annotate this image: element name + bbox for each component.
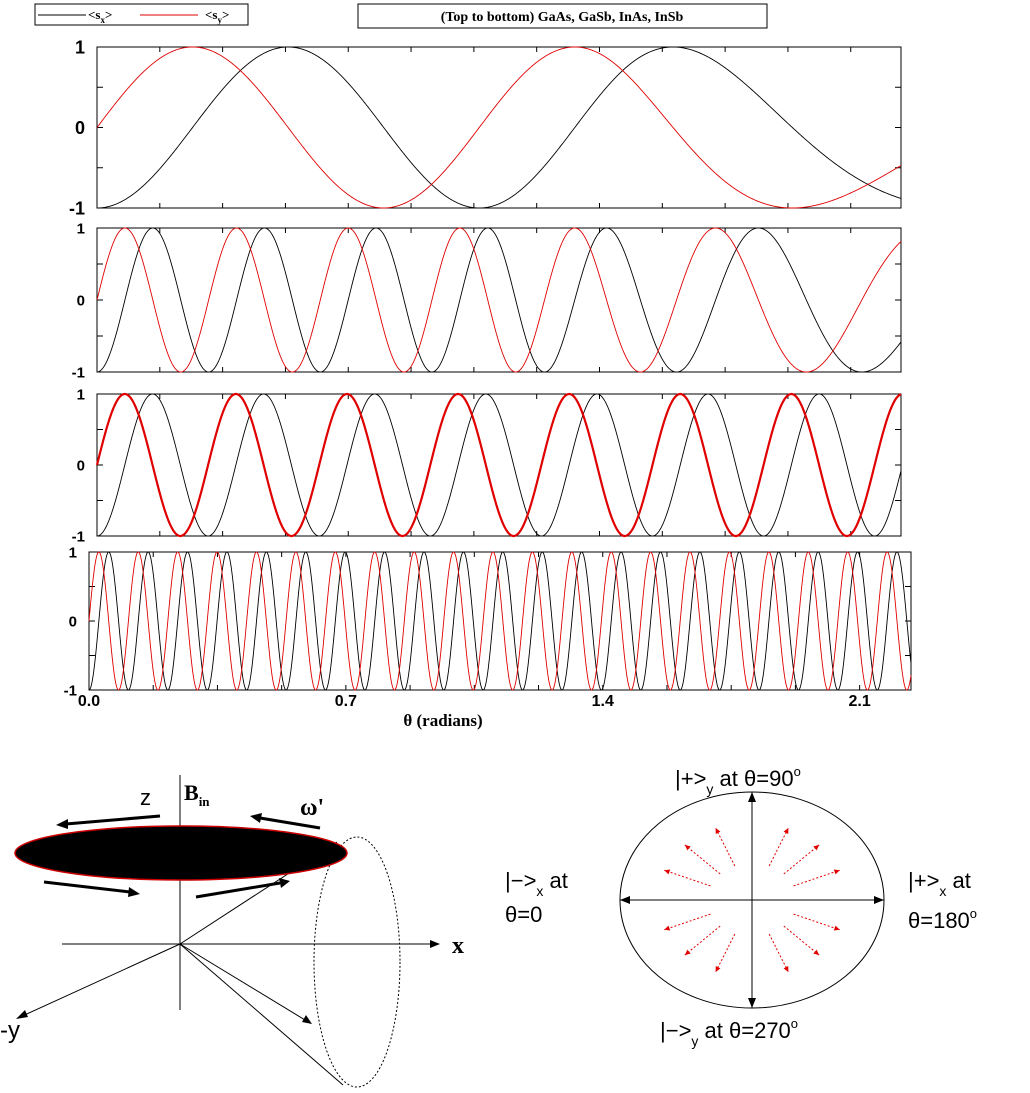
y-tick-label: -1	[64, 682, 77, 699]
spin-arrowhead	[715, 828, 721, 835]
rotation-arrow-top-left	[65, 814, 161, 826]
spin-arrow	[664, 869, 711, 887]
omega-label: ω'	[300, 795, 324, 821]
label-plus-x: |+>x at	[908, 868, 971, 899]
spin-arrow	[783, 925, 820, 956]
y-tick-label: -1	[72, 528, 85, 545]
x-tick-label: 1.4	[592, 693, 614, 710]
rotation-arrowhead-bottom-left	[128, 887, 140, 897]
y-tick-label: 0	[77, 292, 85, 309]
spin-arrowhead	[684, 844, 691, 851]
rotation-arrowhead-top-right	[250, 813, 262, 823]
series-line-sx	[96, 227, 902, 373]
series-line-sx	[96, 393, 902, 537]
spin-arrowhead	[833, 925, 840, 931]
y-axis	[17, 943, 181, 1019]
spin-arrow	[793, 869, 840, 887]
legend-sy-label: <sy>	[205, 7, 229, 25]
spin-arrowhead	[813, 949, 820, 956]
rotation-arrow-bottom-left	[43, 880, 131, 894]
x-axis-label: θ (radians)	[403, 711, 482, 730]
spin-arrowhead	[833, 869, 840, 875]
y-tick-label: -1	[72, 364, 85, 381]
intermediate-spin-arrows	[664, 827, 840, 973]
spin-arrow	[783, 844, 820, 875]
y-axis-arrowhead	[16, 1010, 28, 1019]
precession-cone-ellipse	[313, 836, 401, 1088]
chart-panels: 10-110-110-110-10.0 0.7 1.4 2.1	[64, 37, 912, 710]
chart-title: (Top to bottom) GaAs, GaSb, InAs, InSb	[441, 10, 684, 25]
spin-arrow	[684, 925, 721, 956]
vertical-arrow-up	[748, 792, 756, 802]
y-tick-label: 1	[77, 386, 85, 403]
legend-sx-label: <sx>	[88, 7, 112, 25]
rotation-arrow-bottom-right	[195, 881, 281, 899]
chart-panel-insb: 1 0 -10.0 0.7 1.4 2.1	[64, 544, 912, 710]
rotating-disc	[14, 825, 348, 881]
y-tick-label: -1	[69, 198, 85, 218]
spin-arrow	[715, 827, 736, 867]
spin-arrowhead	[664, 869, 671, 875]
rotation-arrow-top-right	[259, 816, 321, 830]
spin-arrow	[768, 827, 789, 867]
z-label: z	[140, 785, 151, 810]
y-tick-label: 0	[77, 457, 85, 474]
y-tick-label: 1	[77, 220, 85, 237]
cone-line-bottom	[179, 943, 344, 1086]
series-line-sy	[96, 227, 902, 373]
x-tick-label: 0.0	[78, 693, 100, 710]
label-minus-x: |−>x at	[505, 868, 568, 899]
spin-vector	[179, 943, 311, 1024]
precession-diagram: z Bin ω' x -y	[0, 775, 464, 1088]
series-line-sx	[97, 46, 902, 209]
x-tick-label: 0.7	[335, 693, 357, 710]
series-line-sy	[88, 551, 912, 691]
plot-frame	[96, 227, 902, 373]
y-tick-label: 1	[75, 37, 85, 57]
horizontal-arrow-left	[620, 896, 630, 904]
y-tick-label: 1	[69, 544, 77, 561]
b-in-label: Bin	[184, 780, 210, 809]
neg-y-label: -y	[0, 1017, 20, 1044]
spin-arrow	[793, 913, 840, 931]
spin-arrow	[768, 933, 789, 973]
spin-arrowhead	[783, 828, 789, 835]
spin-arrowhead	[684, 949, 691, 956]
spin-arrowhead	[813, 844, 820, 851]
spin-orientation-diagram: |+>y at θ=90o |−>x at θ=0 |+>x at θ=180o…	[505, 764, 977, 1049]
spin-vector-arrowhead	[302, 1015, 312, 1024]
chart-panel-gasb: 1 0 -1	[72, 220, 902, 381]
label-theta-0: θ=0	[505, 902, 542, 927]
series-line-sy	[95, 392, 902, 538]
rotation-arrowhead-bottom-right	[279, 878, 290, 888]
spin-arrow	[664, 913, 711, 931]
spin-arrow	[684, 844, 721, 875]
spin-arrow	[715, 933, 736, 973]
spin-arrowhead	[783, 965, 789, 972]
y-tick-label: 0	[69, 613, 77, 630]
chart-panel-gaas: 1 0 -1	[69, 37, 902, 218]
plot-frame	[96, 46, 902, 209]
spin-arrowhead	[715, 965, 721, 972]
label-plus-y: |+>y at θ=90o	[675, 764, 801, 797]
title-box: (Top to bottom) GaAs, GaSb, InAs, InSb	[357, 3, 768, 29]
vertical-arrow-down	[748, 998, 756, 1008]
x-tick-label: 2.1	[849, 693, 871, 710]
y-tick-label: 0	[75, 118, 85, 138]
spin-arrowhead	[664, 925, 671, 931]
label-minus-y: |−>y at θ=270o	[660, 1016, 798, 1049]
x-label: x	[452, 933, 464, 959]
series-line-sy	[96, 46, 902, 209]
chart-panel-inas: 1 0 -1	[72, 386, 902, 545]
legend: <sx> <sy>	[34, 3, 249, 26]
horizontal-arrow-right	[874, 896, 884, 904]
x-axis-arrowhead	[430, 940, 440, 948]
label-theta-180: θ=180o	[908, 906, 977, 933]
rotation-arrowhead-top-left	[56, 819, 68, 829]
